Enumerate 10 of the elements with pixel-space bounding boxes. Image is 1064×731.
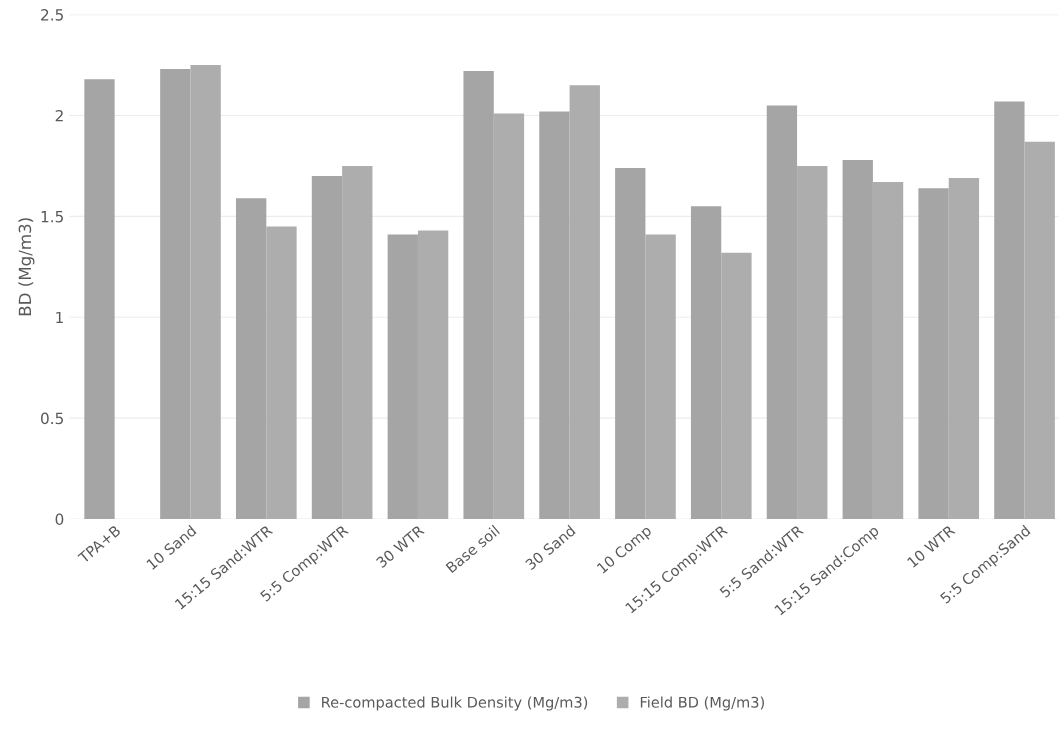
y-axis-title: BD (Mg/m3) [18, 218, 35, 316]
y-tick-label: 1.5 [41, 211, 63, 223]
y-tick-label: 0 [55, 513, 64, 526]
legend-label: Field BD (Mg/m3) [640, 696, 764, 711]
y-tick-label: 2 [55, 109, 63, 122]
y-tick-label: 1 [56, 311, 63, 324]
y-tick-label: 2.5 [41, 9, 63, 21]
legend-label: Re-compacted Bulk Density (Mg/m3) [322, 696, 588, 711]
bar [84, 79, 115, 520]
y-tick-label: 0.5 [41, 412, 63, 425]
